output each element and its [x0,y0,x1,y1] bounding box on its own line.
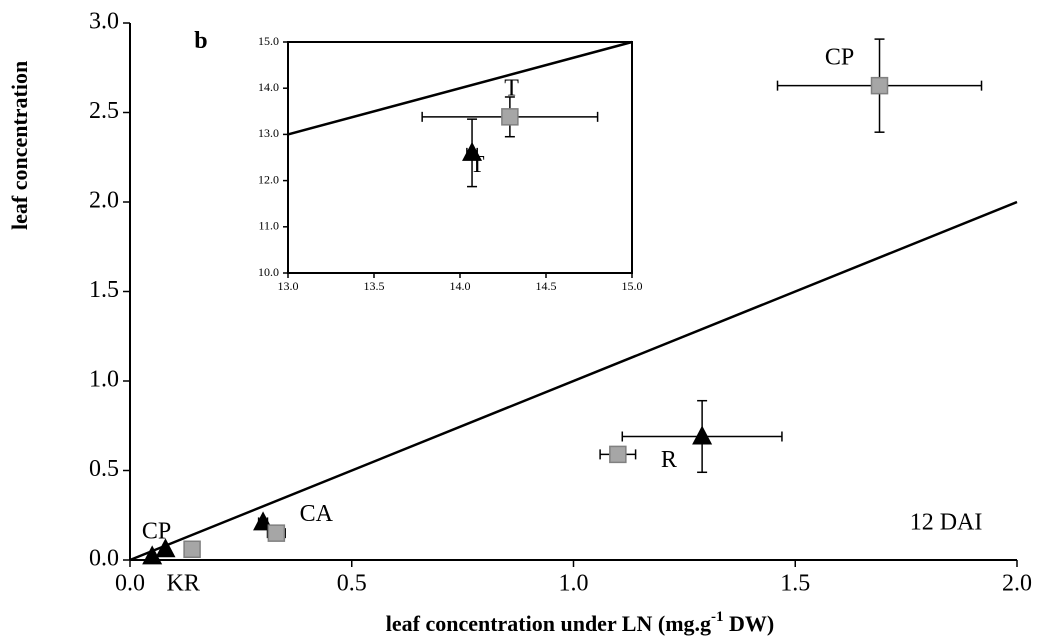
x-axis-label: leaf concentration under LN (mg.g-1 DW) [386,609,775,636]
y-tick-label: 11.0 [258,219,279,233]
square-point [870,76,889,95]
triangle-point [692,425,713,445]
y-tick-label: 10.0 [258,265,279,279]
y-tick-label: 2.5 [89,98,119,124]
x-tick-label: 14.5 [536,279,557,293]
square-point [609,445,627,464]
inset-frame [287,41,633,274]
x-tick-label: 14.0 [450,279,471,293]
annotation: b [194,28,207,54]
identity-line [129,200,1018,562]
y-tick-label: 2.0 [89,188,119,214]
annotation: 12 DAI [910,510,983,536]
x-tick-label: 13.5 [364,279,385,293]
y-tick-label: 3.0 [89,9,119,35]
identity-line [287,40,633,136]
triangle-point [462,141,483,161]
x-tick-label: 2.0 [1002,571,1032,597]
annotation: CP [142,519,171,545]
x-tick-label: 1.5 [780,571,810,597]
y-tick-label: 0.5 [89,456,119,482]
annotation: T [504,76,519,102]
x-tick-label: 1.0 [559,571,589,597]
annotation: R [661,447,677,473]
annotation: CA [300,501,334,527]
square-point [501,108,519,126]
x-label-sup: -1 [711,609,724,625]
square-point [267,524,286,542]
y-tick-label: 0.0 [89,546,119,572]
y-tick-label: 13.0 [258,126,279,140]
x-tick-label: 15.0 [622,279,643,293]
annotation: KR [167,571,200,597]
x-tick-label: 0.0 [115,571,145,597]
triangle-point [155,538,176,558]
y-tick-label: 1.0 [89,367,119,393]
x-tick-label: 0.5 [337,571,367,597]
y-tick-label: 12.0 [258,172,279,186]
x-label-part: DW) [724,611,775,636]
y-tick-label: 1.5 [89,277,119,303]
annotation: CP [825,44,854,70]
x-tick-label: 13.0 [278,279,299,293]
y-tick-label: 14.0 [258,80,279,94]
square-point [183,540,201,559]
y-tick-label: 15.0 [258,34,279,48]
triangle-point [142,545,163,565]
annotation: T [470,152,485,178]
y-axis-label: leaf concentration [7,61,32,230]
x-label-part: leaf concentration under LN (mg.g [386,611,711,636]
